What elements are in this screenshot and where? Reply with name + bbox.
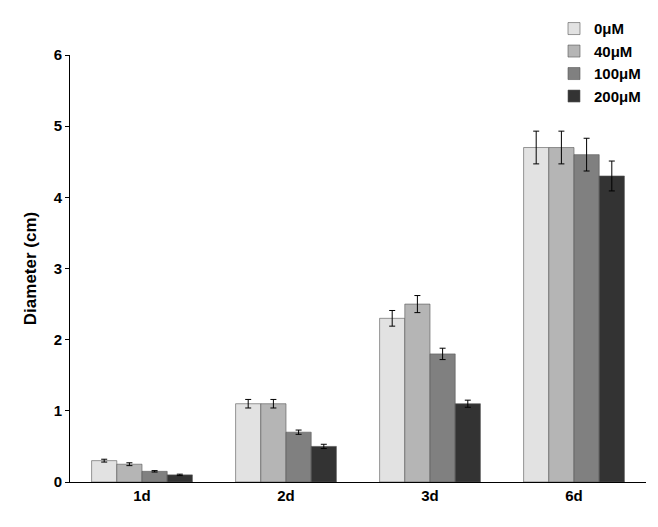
svg-text:2d: 2d [277, 487, 295, 504]
svg-text:6d: 6d [565, 487, 583, 504]
svg-text:40μM: 40μM [594, 43, 632, 60]
svg-text:3: 3 [54, 260, 62, 277]
svg-text:4: 4 [54, 189, 63, 206]
svg-text:200μM: 200μM [594, 88, 641, 105]
svg-text:6: 6 [54, 46, 62, 63]
svg-text:2: 2 [54, 331, 62, 348]
svg-text:100μM: 100μM [594, 65, 641, 82]
svg-text:3d: 3d [421, 487, 439, 504]
svg-text:5: 5 [54, 117, 62, 134]
svg-text:1: 1 [54, 402, 62, 419]
svg-text:0μM: 0μM [594, 20, 624, 37]
svg-text:Diameter (cm): Diameter (cm) [21, 212, 40, 325]
svg-text:1d: 1d [133, 487, 151, 504]
svg-text:0: 0 [54, 473, 62, 490]
